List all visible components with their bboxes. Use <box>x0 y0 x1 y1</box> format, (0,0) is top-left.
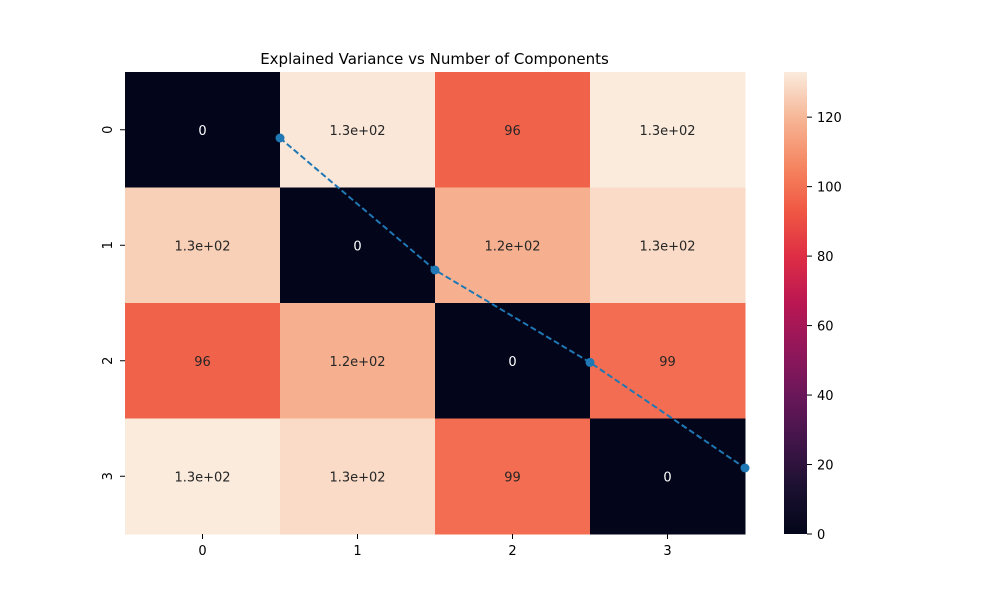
cell-annotation: 0 <box>663 470 671 485</box>
heatmap-cell <box>125 418 281 535</box>
heatmap-cells: 0 1.3e+02 96 1.3e+02 1.3e+02 0 1.2e+02 1.3e+02 9… <box>125 72 746 535</box>
heatmap-cell <box>280 187 436 304</box>
colorbar-tick-label: 100 <box>817 181 842 196</box>
colorbar-tick-label: 0 <box>817 528 825 543</box>
x-tick-label: 2 <box>508 544 516 559</box>
cell-annotation: 96 <box>194 355 211 370</box>
colorbar-tick-label: 80 <box>817 250 834 265</box>
heatmap-cell <box>125 303 281 419</box>
colorbar-tick-label: 60 <box>817 320 834 335</box>
colorbar: 0 20 40 60 80 100 120 <box>784 72 842 543</box>
cell-annotation: 1.2e+02 <box>484 239 540 254</box>
cell-annotation: 1.3e+02 <box>639 124 695 139</box>
heatmap-cell <box>435 303 591 419</box>
cell-annotation: 1.3e+02 <box>639 239 695 254</box>
colorbar-gradient <box>784 72 807 534</box>
x-tick-label: 3 <box>663 544 671 559</box>
heatmap-cell <box>590 303 746 419</box>
heatmap-cell <box>435 418 591 535</box>
heatmap-cell <box>280 303 436 419</box>
cell-annotation: 0 <box>353 239 361 254</box>
overlay-line-point <box>740 463 750 473</box>
cell-annotation: 1.2e+02 <box>329 355 385 370</box>
overlay-line-path <box>279 137 746 469</box>
cell-annotation: 99 <box>504 470 521 485</box>
cell-annotation: 0 <box>198 124 206 139</box>
heatmap-cell <box>280 72 436 188</box>
y-tick-label: 2 <box>101 357 116 365</box>
heatmap-cell <box>125 72 281 188</box>
y-axis: 0 1 2 3 <box>101 126 125 480</box>
colorbar-tick-label: 120 <box>817 111 842 126</box>
y-tick-label: 0 <box>101 126 116 134</box>
heatmap-cell <box>590 187 746 304</box>
heatmap-cell <box>435 187 591 304</box>
colorbar-tick-label: 20 <box>817 459 834 474</box>
cell-annotation: 1.3e+02 <box>329 470 385 485</box>
overlay-line-point <box>585 357 595 367</box>
colorbar-tick-label: 40 <box>817 389 834 404</box>
y-tick-label: 3 <box>101 472 116 480</box>
overlay-line-point <box>430 265 440 275</box>
chart-title: Explained Variance vs Number of Componen… <box>260 50 609 68</box>
cell-annotation: 1.3e+02 <box>329 124 385 139</box>
cell-annotation: 1.3e+02 <box>174 239 230 254</box>
cell-annotation: 99 <box>659 355 676 370</box>
overlay-line <box>275 133 750 473</box>
x-tick-label: 1 <box>353 544 361 559</box>
heatmap-cell <box>590 418 746 535</box>
heatmap-cell <box>125 187 281 304</box>
heatmap-cell <box>590 72 746 188</box>
heatmap-cell <box>280 418 436 535</box>
cell-annotation: 1.3e+02 <box>174 470 230 485</box>
overlay-line-point <box>275 133 285 143</box>
cell-annotation: 0 <box>508 355 516 370</box>
x-axis: 0 1 2 3 <box>198 534 672 559</box>
heatmap-cell <box>435 72 591 188</box>
cell-annotation: 96 <box>504 124 521 139</box>
x-tick-label: 0 <box>198 544 206 559</box>
y-tick-label: 1 <box>101 241 116 249</box>
